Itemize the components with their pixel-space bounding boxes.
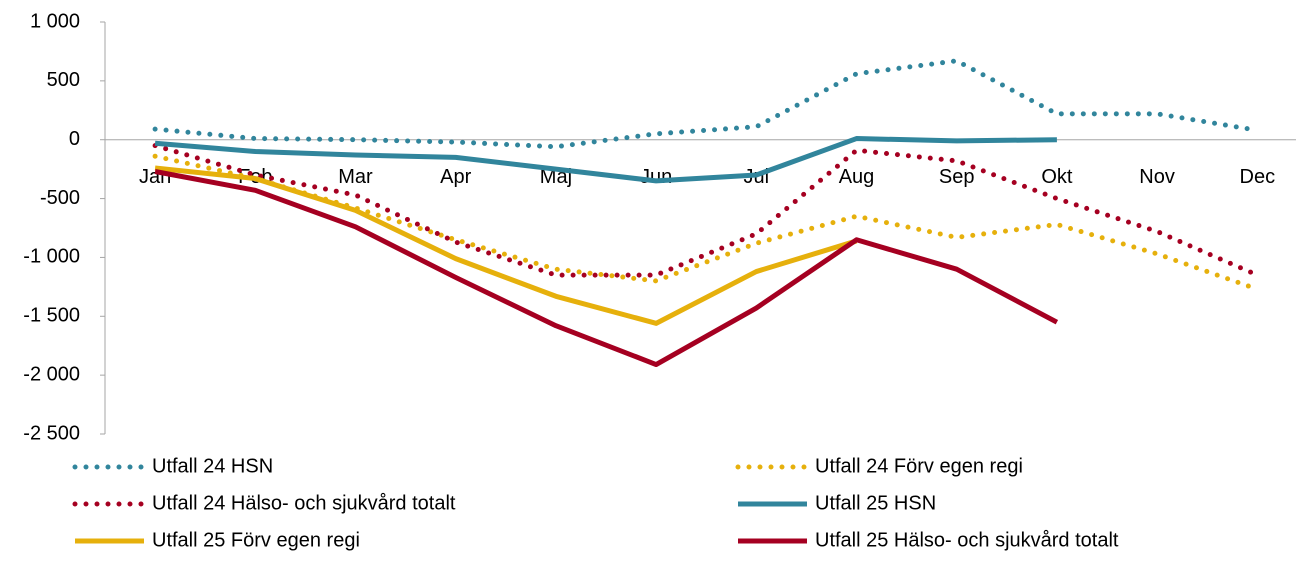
series-line: [152, 58, 1260, 150]
y-tick-label: 500: [47, 69, 80, 91]
series-line: [154, 169, 1059, 368]
x-tick-label: Sep: [939, 166, 975, 188]
x-tick-label: Nov: [1139, 166, 1175, 188]
series-line: [154, 136, 1057, 184]
y-tick-label: -2 000: [23, 363, 80, 385]
legend-label: Utfall 25 HSN: [815, 492, 936, 514]
y-tick-label: 0: [69, 128, 80, 150]
x-tick-label: Jun: [640, 166, 672, 188]
x-tick-label: Apr: [440, 166, 471, 188]
series-line: [152, 143, 1260, 278]
legend-label: Utfall 24 HSN: [152, 455, 273, 477]
series-line: [152, 153, 1260, 292]
y-tick-label: 1 000: [30, 10, 80, 32]
y-tick-label: -2 500: [23, 422, 80, 444]
y-tick-label: -500: [40, 187, 80, 209]
legend-label: Utfall 25 Hälso- och sjukvård totalt: [815, 529, 1119, 551]
legend-label: Utfall 25 Förv egen regi: [152, 529, 360, 551]
series-line: [154, 165, 858, 326]
legend-label: Utfall 24 Förv egen regi: [815, 455, 1023, 477]
x-tick-label: Mar: [338, 166, 373, 188]
y-tick-label: -1 500: [23, 305, 80, 327]
y-tick-label: -1 000: [23, 246, 80, 268]
x-tick-label: Okt: [1041, 166, 1073, 188]
x-tick-label: Aug: [839, 166, 875, 188]
x-tick-label: Dec: [1240, 166, 1276, 188]
legend-label: Utfall 24 Hälso- och sjukvård totalt: [152, 492, 456, 514]
